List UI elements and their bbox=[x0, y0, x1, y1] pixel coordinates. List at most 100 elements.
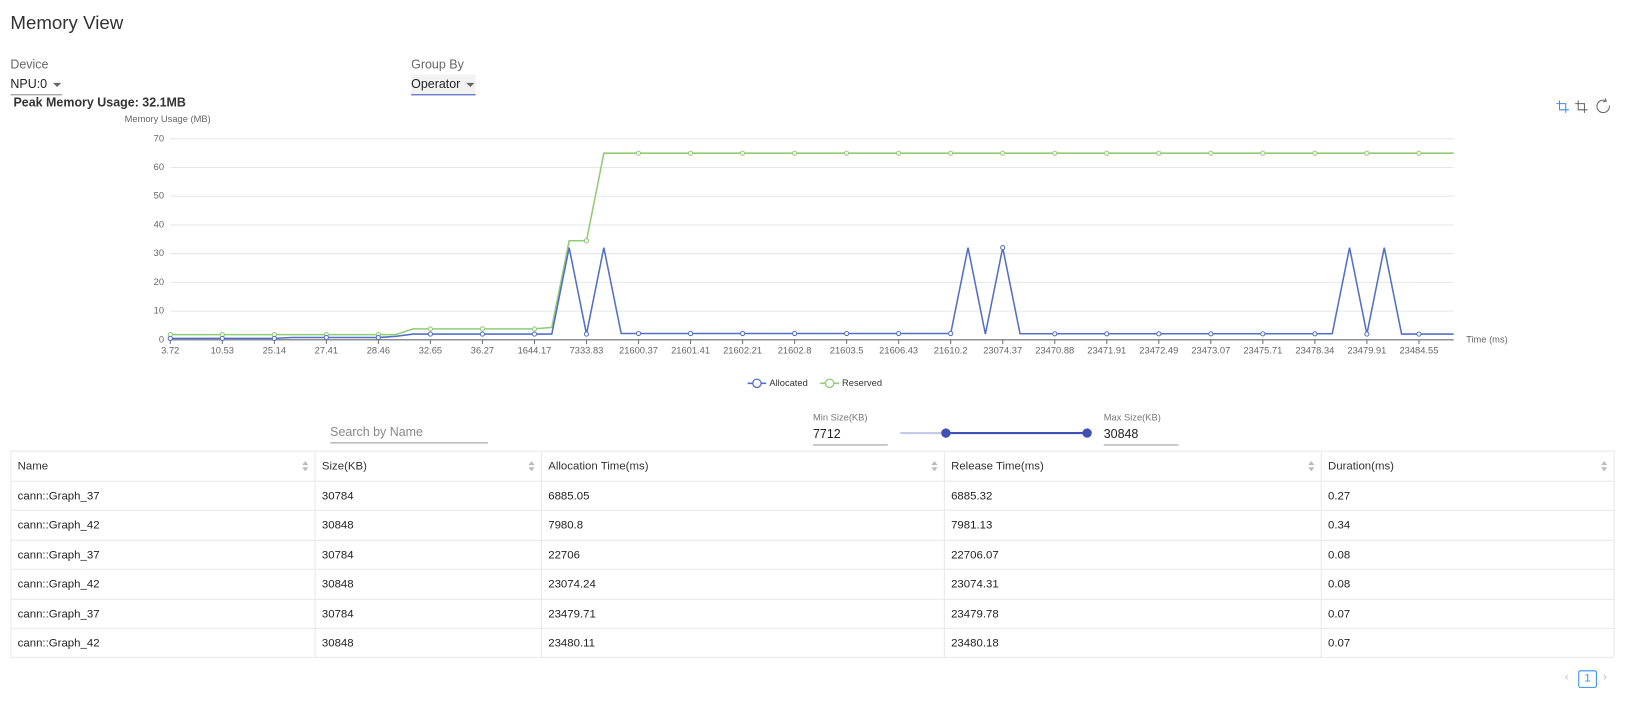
table-cell: 30784 bbox=[315, 540, 542, 570]
point-marker bbox=[1312, 331, 1318, 337]
prev-page[interactable]: ‹ bbox=[1564, 671, 1569, 684]
legend-item[interactable]: Allocated bbox=[747, 378, 808, 389]
point-marker bbox=[375, 334, 381, 341]
table-cell: 22706 bbox=[541, 540, 945, 570]
point-marker bbox=[1208, 331, 1214, 337]
table-cell: 7980.8 bbox=[541, 511, 945, 541]
min-size-input[interactable]: 7712 bbox=[812, 426, 888, 446]
point-marker bbox=[1052, 331, 1058, 337]
x-tick-label: 32.65 bbox=[419, 346, 442, 356]
x-tick-label: 21602.21 bbox=[723, 346, 762, 356]
point-marker bbox=[1260, 331, 1266, 337]
point-marker bbox=[739, 330, 746, 337]
point-marker bbox=[1000, 245, 1006, 251]
device-value: NPU:0 bbox=[10, 76, 48, 92]
point-marker bbox=[1364, 150, 1370, 156]
table-cell: cann::Graph_37 bbox=[11, 599, 316, 629]
point-marker bbox=[792, 330, 798, 337]
min-size-value: 7712 bbox=[812, 426, 841, 442]
table-cell: cann::Graph_42 bbox=[11, 628, 316, 659]
x-tick-label: 23475.71 bbox=[1243, 346, 1282, 356]
legend-label: Allocated bbox=[769, 378, 807, 388]
legend-symbol bbox=[824, 378, 835, 389]
series-line bbox=[170, 247, 1454, 340]
device-label: Device bbox=[10, 56, 49, 72]
point-marker bbox=[1156, 150, 1162, 156]
y-tick-label: 40 bbox=[154, 219, 164, 229]
table-cell: 30848 bbox=[315, 511, 542, 541]
table-cell: 30784 bbox=[315, 481, 542, 512]
table-cell: 0.07 bbox=[1321, 599, 1614, 629]
zoom-reset-icon[interactable] bbox=[1575, 100, 1588, 113]
device-select[interactable]: NPU:0 bbox=[10, 75, 63, 96]
table-cell: 30848 bbox=[316, 628, 542, 659]
point-marker bbox=[1260, 150, 1266, 156]
slider-thumb-max[interactable] bbox=[1082, 428, 1092, 438]
sort-icon[interactable] bbox=[528, 461, 535, 472]
table-cell: 0.08 bbox=[1321, 570, 1614, 600]
y-tick-label: 60 bbox=[154, 162, 164, 172]
point-marker bbox=[687, 150, 694, 156]
sort-icon[interactable] bbox=[1601, 461, 1608, 472]
y-tick-label: 70 bbox=[154, 133, 164, 143]
max-size-value: 30848 bbox=[1103, 426, 1139, 442]
page-button[interactable]: 1 bbox=[1578, 670, 1597, 688]
point-marker bbox=[948, 150, 954, 156]
point-marker bbox=[896, 150, 902, 156]
point-marker bbox=[323, 334, 329, 341]
restore-icon[interactable] bbox=[1596, 98, 1610, 114]
series-line bbox=[170, 152, 1454, 336]
y-tick-label: 20 bbox=[154, 277, 164, 287]
toolbox bbox=[1556, 98, 1610, 114]
sort-icon[interactable] bbox=[931, 461, 938, 472]
table-cell: cann::Graph_42 bbox=[11, 511, 316, 541]
min-size-label: Min Size(KB) bbox=[812, 412, 868, 423]
column-header[interactable]: Name bbox=[11, 451, 316, 482]
x-tick-label: 23473.07 bbox=[1191, 346, 1230, 356]
page-title: Memory View bbox=[10, 12, 124, 34]
point-marker bbox=[687, 330, 694, 337]
sort-icon[interactable] bbox=[1308, 461, 1315, 472]
x-tick-label: 23470.88 bbox=[1035, 346, 1074, 356]
x-tick-label: 23479.91 bbox=[1347, 346, 1386, 356]
caret bbox=[466, 82, 475, 87]
x-tick-label: 28.46 bbox=[367, 346, 390, 356]
table-cell: 30784 bbox=[315, 599, 542, 629]
group-by-value: Operator bbox=[411, 76, 461, 92]
column-header[interactable]: Duration(ms) bbox=[1321, 452, 1614, 482]
x-tick-label: 23074.37 bbox=[983, 346, 1022, 356]
x-tick-label: 21601.41 bbox=[671, 346, 710, 356]
point-marker bbox=[531, 326, 538, 332]
y-tick-label: 50 bbox=[154, 191, 164, 201]
x-tick-label: 23471.91 bbox=[1087, 346, 1126, 356]
table-cell: 22706.07 bbox=[944, 540, 1322, 570]
size-slider[interactable] bbox=[895, 423, 1097, 444]
legend-label: Reserved bbox=[842, 378, 882, 388]
point-marker bbox=[1208, 150, 1214, 156]
point-marker bbox=[219, 335, 225, 341]
point-marker bbox=[896, 330, 902, 337]
legend-item[interactable]: Reserved bbox=[820, 378, 882, 389]
table-cell: 0.27 bbox=[1321, 482, 1614, 512]
point-marker bbox=[583, 331, 590, 337]
zoom-icon[interactable] bbox=[1556, 100, 1569, 113]
max-size-input[interactable]: 30848 bbox=[1103, 426, 1179, 446]
x-tick-label: 27.41 bbox=[315, 346, 338, 356]
point-marker bbox=[1416, 331, 1422, 337]
group-by-select[interactable]: Operator bbox=[411, 74, 476, 96]
table-cell: 23479.71 bbox=[541, 599, 945, 629]
x-tick-label: 1644.17 bbox=[518, 346, 552, 356]
y-tick-label: 10 bbox=[154, 306, 164, 316]
column-header[interactable]: Allocation Time(ms) bbox=[541, 451, 945, 482]
point-marker bbox=[479, 326, 486, 332]
sort-icon[interactable] bbox=[302, 461, 309, 472]
search-input[interactable]: Search by Name bbox=[330, 425, 489, 444]
point-marker bbox=[479, 331, 486, 337]
point-marker bbox=[271, 335, 277, 341]
column-header[interactable]: Size(KB) bbox=[315, 451, 542, 482]
slider-thumb-min[interactable] bbox=[941, 428, 951, 438]
point-marker bbox=[635, 150, 642, 156]
column-header[interactable]: Release Time(ms) bbox=[944, 451, 1322, 482]
next-page[interactable]: › bbox=[1603, 671, 1607, 684]
